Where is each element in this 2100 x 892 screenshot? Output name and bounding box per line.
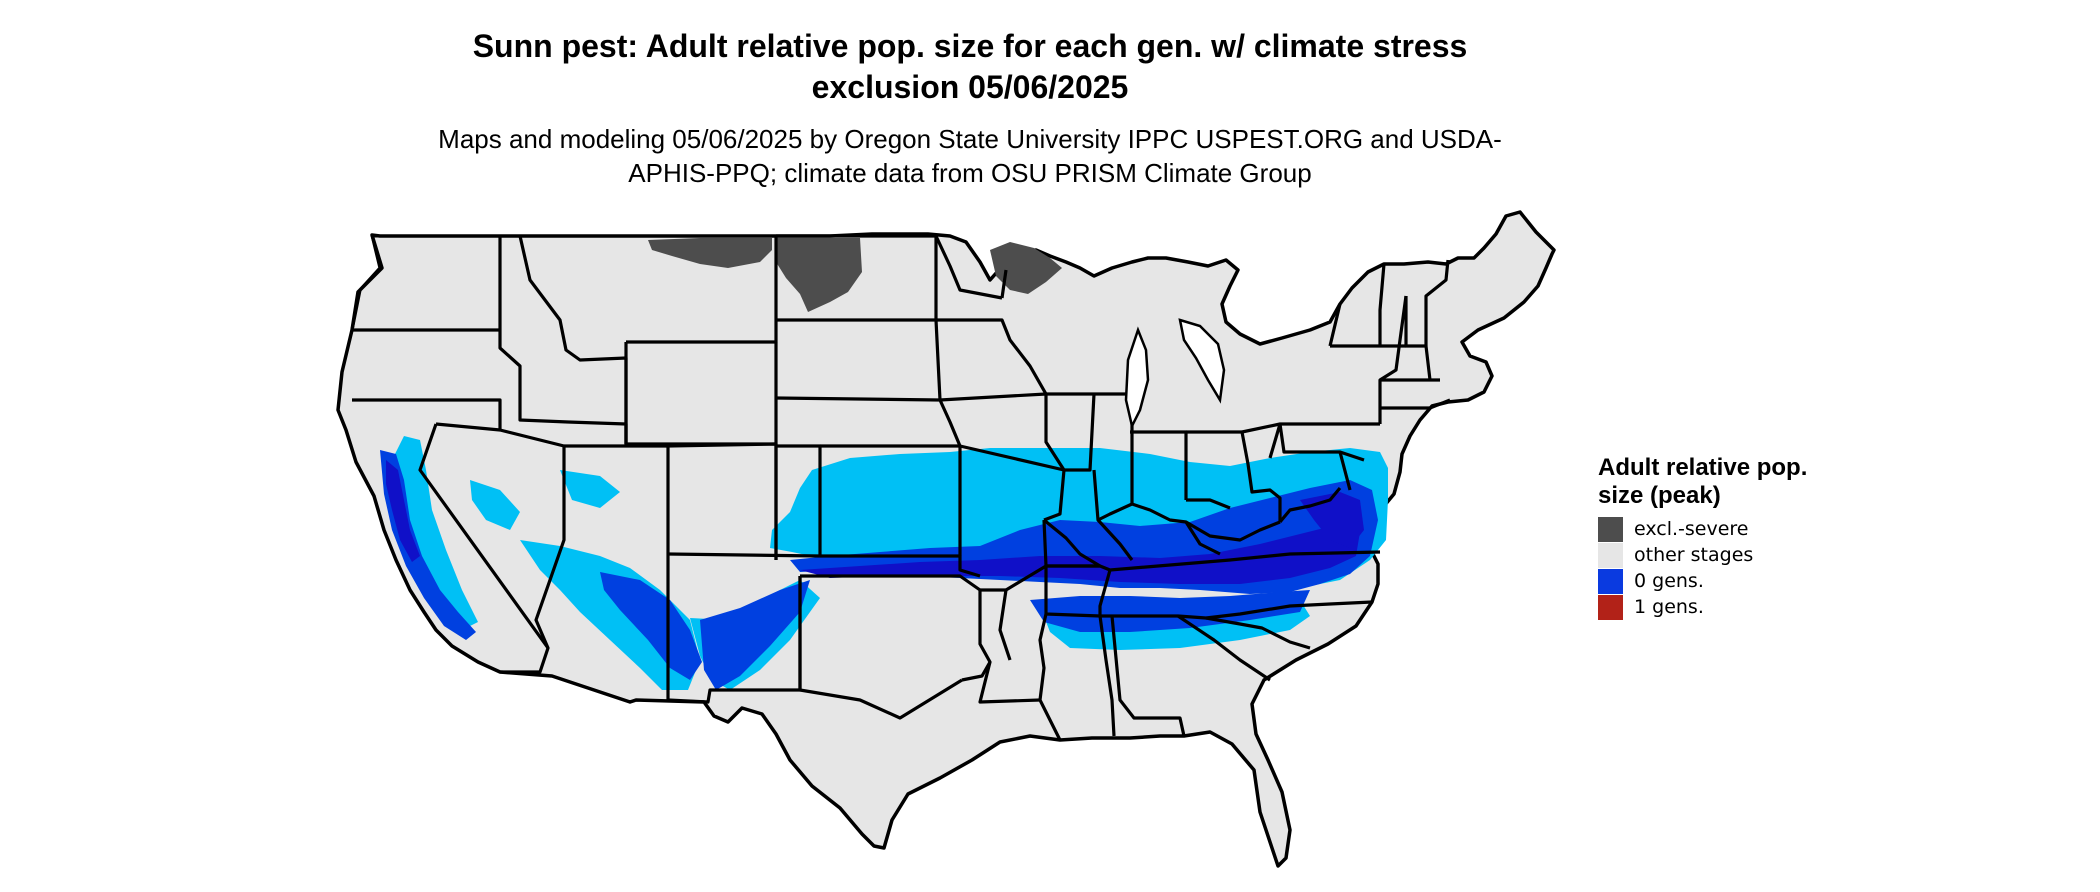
legend-label: excl.-severe [1634, 518, 1749, 540]
map-subtitle: Maps and modeling 05/06/2025 by Oregon S… [438, 124, 1502, 188]
state-boundaries [350, 234, 1451, 741]
map-title: Sunn pest: Adult relative pop. size for … [472, 28, 1468, 105]
legend-label: other stages [1634, 544, 1754, 566]
legend-swatch [1598, 594, 1623, 620]
legend-swatch [1598, 516, 1623, 542]
great-lakes [1124, 318, 1226, 430]
excluded-regions [648, 238, 1062, 312]
legend-label: 0 gens. [1634, 570, 1704, 592]
legend-label: 1 gens. [1634, 596, 1704, 618]
legend: Adult relative pop. size (peak) excl.-se… [1598, 454, 1828, 620]
legend-title: Adult relative pop. size (peak) [1598, 454, 1808, 509]
legend-swatch [1598, 568, 1623, 594]
legend-item-1-gens: 1 gens. [1598, 594, 1828, 620]
legend-swatch [1598, 542, 1623, 568]
legend-item-excl-severe: excl.-severe [1598, 516, 1828, 542]
dark-blue-zone [386, 460, 1364, 584]
legend-item-0-gens: 0 gens. [1598, 568, 1828, 594]
legend-item-other-stages: other stages [1598, 542, 1828, 568]
